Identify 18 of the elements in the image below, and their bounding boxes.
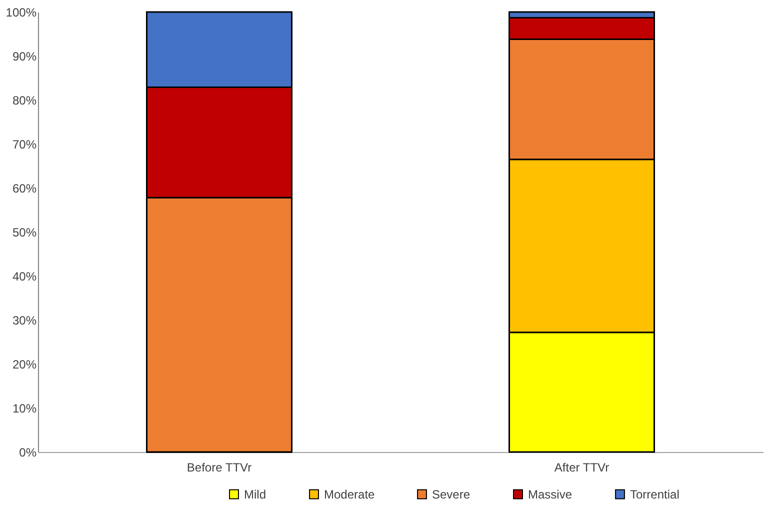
y-tick-label: 40% [12,270,37,284]
y-tick-label: 10% [12,402,37,416]
y-tick-label: 50% [12,226,37,240]
legend-label: Moderate [324,487,376,502]
y-tick-label: 80% [12,94,37,108]
y-tick-label: 90% [12,50,37,64]
x-tick-label: Before TTVr [186,460,252,474]
legend-label: Severe [432,487,470,502]
x-tick-label: After TTVr [554,460,610,474]
legend-label: Massive [528,487,572,502]
y-tick-label: 20% [12,358,37,372]
y-tick-label: 70% [12,138,37,152]
y-tick-label: 100% [6,6,37,20]
legend-label: Mild [244,487,266,502]
y-tick-label: 30% [12,314,37,328]
y-tick-label: 60% [12,182,37,196]
y-tick-label: 0% [19,446,37,460]
legend-label: Torrential [630,487,680,502]
